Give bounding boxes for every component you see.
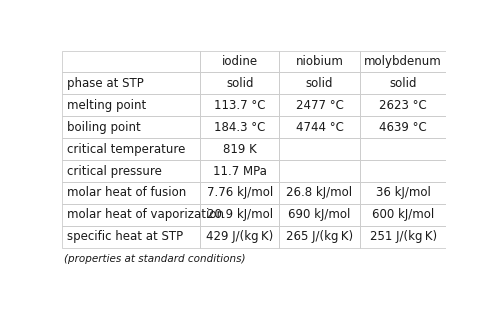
Bar xyxy=(62,204,200,226)
Text: 429 J/(kg K): 429 J/(kg K) xyxy=(206,230,273,243)
Text: 2477 °C: 2477 °C xyxy=(296,99,344,112)
Bar xyxy=(360,95,446,116)
Bar xyxy=(200,160,279,182)
Text: melting point: melting point xyxy=(66,99,146,112)
Bar xyxy=(62,182,200,204)
Bar xyxy=(200,95,279,116)
Text: (properties at standard conditions): (properties at standard conditions) xyxy=(64,254,246,264)
Text: 26.8 kJ/mol: 26.8 kJ/mol xyxy=(287,186,353,199)
Bar xyxy=(360,160,446,182)
Bar xyxy=(279,226,360,248)
Bar xyxy=(200,182,279,204)
Bar xyxy=(360,73,446,95)
Bar xyxy=(62,95,200,116)
Bar xyxy=(200,138,279,160)
Text: 11.7 MPa: 11.7 MPa xyxy=(213,164,267,178)
Text: solid: solid xyxy=(389,77,417,90)
Bar xyxy=(360,204,446,226)
Bar xyxy=(279,182,360,204)
Text: 600 kJ/mol: 600 kJ/mol xyxy=(372,208,434,221)
Bar xyxy=(279,95,360,116)
Text: 265 J/(kg K): 265 J/(kg K) xyxy=(286,230,353,243)
Bar xyxy=(200,51,279,73)
Bar xyxy=(62,226,200,248)
Bar xyxy=(279,160,360,182)
Text: solid: solid xyxy=(226,77,253,90)
Text: 113.7 °C: 113.7 °C xyxy=(214,99,265,112)
Bar xyxy=(279,51,360,73)
Bar xyxy=(200,73,279,95)
Text: 184.3 °C: 184.3 °C xyxy=(214,121,265,134)
Text: critical temperature: critical temperature xyxy=(66,143,185,156)
Bar xyxy=(62,73,200,95)
Bar xyxy=(360,138,446,160)
Bar xyxy=(279,73,360,95)
Text: 4744 °C: 4744 °C xyxy=(296,121,344,134)
Bar xyxy=(62,51,200,73)
Bar xyxy=(62,138,200,160)
Text: 7.76 kJ/mol: 7.76 kJ/mol xyxy=(207,186,273,199)
Bar xyxy=(279,116,360,138)
Text: phase at STP: phase at STP xyxy=(66,77,143,90)
Bar xyxy=(360,226,446,248)
Bar xyxy=(360,51,446,73)
Text: 690 kJ/mol: 690 kJ/mol xyxy=(288,208,351,221)
Bar xyxy=(360,116,446,138)
Text: 36 kJ/mol: 36 kJ/mol xyxy=(375,186,431,199)
Text: solid: solid xyxy=(306,77,333,90)
Text: specific heat at STP: specific heat at STP xyxy=(66,230,183,243)
Text: critical pressure: critical pressure xyxy=(66,164,162,178)
Bar xyxy=(360,182,446,204)
Text: boiling point: boiling point xyxy=(66,121,140,134)
Text: 251 J/(kg K): 251 J/(kg K) xyxy=(370,230,436,243)
Bar xyxy=(200,226,279,248)
Text: molar heat of vaporization: molar heat of vaporization xyxy=(66,208,224,221)
Text: molar heat of fusion: molar heat of fusion xyxy=(66,186,186,199)
Text: niobium: niobium xyxy=(296,55,344,68)
Text: 4639 °C: 4639 °C xyxy=(379,121,427,134)
Text: iodine: iodine xyxy=(222,55,258,68)
Text: 20.9 kJ/mol: 20.9 kJ/mol xyxy=(207,208,273,221)
Bar xyxy=(62,160,200,182)
Bar xyxy=(200,116,279,138)
Bar xyxy=(62,116,200,138)
Bar xyxy=(200,204,279,226)
Text: 2623 °C: 2623 °C xyxy=(379,99,427,112)
Text: molybdenum: molybdenum xyxy=(364,55,442,68)
Bar xyxy=(279,138,360,160)
Text: 819 K: 819 K xyxy=(223,143,256,156)
Bar xyxy=(279,204,360,226)
